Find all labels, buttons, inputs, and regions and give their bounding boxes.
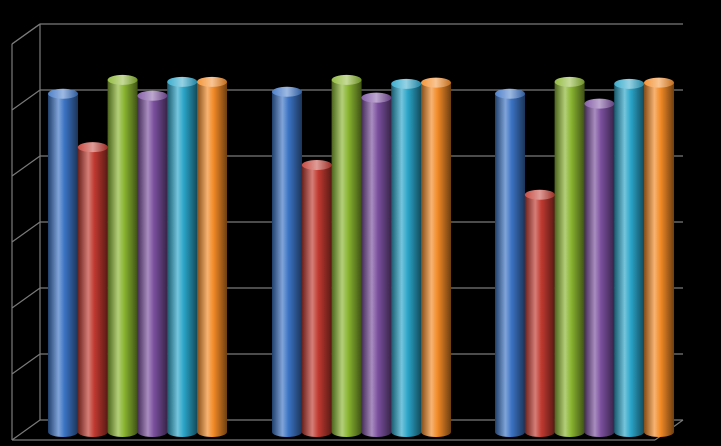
bar [48, 88, 78, 437]
bar [554, 76, 585, 437]
gridline-side [11, 89, 41, 111]
bar [614, 78, 645, 437]
bar [495, 88, 525, 437]
gridline-side [11, 353, 41, 375]
gridline-side [11, 155, 41, 177]
bar [644, 77, 674, 437]
bar [77, 142, 108, 437]
bar [272, 86, 302, 438]
bar [197, 76, 227, 437]
floor-left-edge [11, 419, 41, 441]
bar [524, 189, 555, 437]
bar [107, 74, 138, 438]
gridline-side [11, 23, 41, 45]
bar [421, 77, 451, 437]
gridline-side [11, 221, 41, 243]
bar [331, 74, 362, 438]
bar-series-group [48, 74, 674, 438]
bar [167, 76, 198, 437]
bar [301, 160, 332, 437]
bar [137, 90, 168, 437]
bar [361, 92, 392, 438]
bar [584, 98, 615, 438]
bar [391, 78, 422, 437]
gridline-side [11, 287, 41, 309]
